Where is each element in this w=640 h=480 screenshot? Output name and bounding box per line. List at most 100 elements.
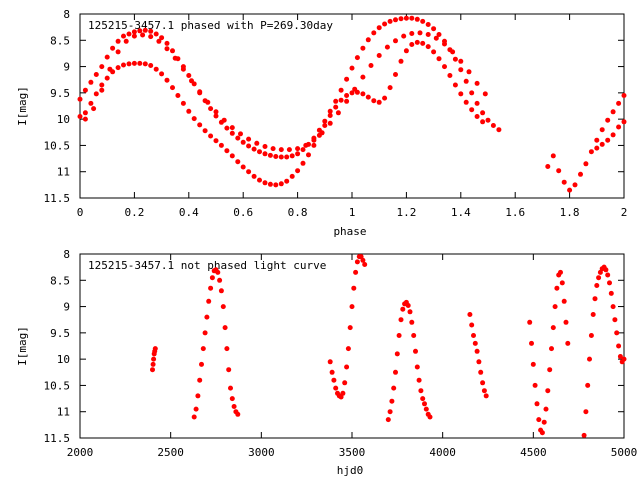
unphased-data-point — [583, 409, 589, 415]
phased-data-point — [594, 145, 600, 151]
phased-data-point — [409, 42, 415, 47]
unphased-data-point — [416, 377, 422, 383]
phased-data-point — [463, 99, 469, 105]
phased-points — [77, 15, 627, 193]
unphased-data-point — [483, 393, 489, 399]
phased-data-point — [398, 58, 404, 64]
unphased-data-point — [215, 269, 221, 275]
unphased-data-point — [614, 330, 620, 336]
unphased-data-point — [418, 388, 424, 394]
unphased-y-tick-label: 8.5 — [50, 274, 70, 287]
unphased-data-point — [152, 346, 158, 352]
unphased-data-point — [345, 346, 351, 352]
unphased-x-tick-label: 4500 — [520, 446, 547, 459]
phased-data-point — [480, 110, 486, 116]
unphased-data-point — [226, 367, 232, 373]
phased-data-point — [480, 119, 486, 125]
phased-data-point — [142, 27, 148, 33]
unphased-data-point — [472, 340, 478, 346]
unphased-data-point — [193, 406, 199, 412]
phased-data-point — [344, 93, 350, 98]
unphased-data-point — [471, 333, 476, 338]
phased-data-point — [289, 153, 295, 159]
phased-data-point — [425, 22, 431, 27]
unphased-data-point — [387, 409, 393, 415]
phased-data-point — [156, 38, 162, 44]
phased-data-point — [229, 125, 235, 131]
phased-data-point — [376, 53, 382, 58]
phased-data-point — [208, 133, 214, 139]
phased-data-point — [88, 100, 94, 106]
phased-data-point — [300, 147, 306, 153]
unphased-x-axis-label: hjd0 — [337, 464, 364, 477]
unphased-data-point — [200, 346, 206, 352]
phased-data-point — [115, 49, 121, 55]
phased-data-point — [605, 137, 611, 143]
unphased-data-point — [209, 275, 215, 281]
phased-data-point — [110, 45, 116, 51]
phased-data-point — [371, 30, 377, 36]
phased-data-point — [115, 65, 121, 71]
phased-data-point — [99, 87, 105, 93]
phased-data-point — [131, 33, 137, 39]
phased-data-point — [235, 135, 241, 141]
phased-data-point — [240, 139, 246, 145]
unphased-y-tick-label: 11.5 — [44, 432, 71, 445]
phased-data-point — [550, 153, 556, 159]
phased-data-point — [616, 100, 622, 106]
unphased-plot-title: 125215-3457.1 not phased light curve — [88, 259, 326, 272]
phased-data-point — [594, 137, 600, 143]
phased-data-point — [153, 31, 159, 37]
phased-data-point — [572, 182, 578, 188]
unphased-x-tick-label: 2500 — [157, 446, 184, 459]
phased-x-axis-label: phase — [333, 225, 366, 238]
phased-data-point — [545, 164, 551, 169]
phased-data-point — [447, 73, 453, 78]
phased-data-point — [186, 108, 192, 114]
unphased-data-point — [545, 388, 551, 394]
unphased-x-tick-label: 4000 — [429, 446, 456, 459]
phased-x-tick-label: 0.2 — [124, 206, 144, 219]
unphased-data-point — [331, 377, 337, 383]
unphased-data-point — [563, 319, 569, 325]
phased-data-point — [599, 127, 605, 133]
unphased-data-point — [389, 398, 395, 404]
phased-data-point — [425, 44, 431, 50]
phased-data-point — [240, 164, 246, 170]
unphased-data-point — [590, 312, 596, 317]
phased-y-tick-label: 9.5 — [50, 87, 70, 100]
phased-data-point — [251, 146, 257, 152]
phased-data-point — [393, 17, 398, 23]
phased-data-point — [262, 180, 268, 186]
unphased-data-point — [474, 348, 480, 354]
unphased-data-point — [469, 322, 475, 328]
phased-data-point — [387, 85, 393, 91]
phased-data-point — [93, 72, 99, 77]
unphased-data-point — [224, 346, 230, 352]
unphased-data-point — [413, 348, 418, 354]
phased-data-point — [88, 79, 94, 85]
unphased-data-point — [539, 430, 545, 436]
phased-data-point — [463, 78, 469, 84]
phased-data-point — [469, 90, 475, 96]
phased-data-point — [352, 86, 358, 92]
phased-y-tick-label: 10.5 — [44, 139, 71, 152]
phased-data-point — [496, 127, 502, 133]
phased-data-point — [224, 148, 230, 154]
phased-data-point — [303, 142, 309, 148]
phased-data-point — [376, 25, 382, 31]
phased-data-point — [172, 55, 178, 61]
phased-data-point — [202, 128, 208, 134]
phased-data-point — [474, 80, 480, 86]
unphased-data-point — [400, 306, 406, 312]
unphased-data-point — [228, 385, 233, 391]
unphased-data-point — [347, 325, 353, 331]
phased-data-point — [278, 147, 284, 153]
unphased-data-point — [217, 277, 223, 283]
unphased-data-point — [327, 359, 333, 365]
phased-data-point — [442, 64, 447, 70]
unphased-data-point — [414, 364, 420, 370]
phased-data-point — [229, 130, 235, 136]
unphased-data-point — [231, 404, 237, 409]
